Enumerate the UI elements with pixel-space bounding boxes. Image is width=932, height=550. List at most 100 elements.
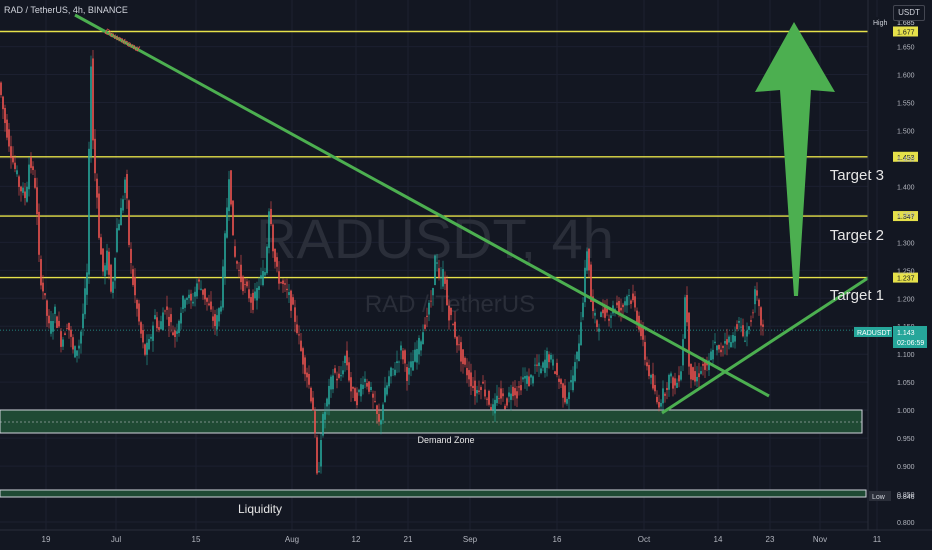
candle-body [606,308,608,313]
candle-body [152,325,154,341]
candle-body [474,380,476,397]
candle-body [456,336,458,346]
x-tick-label: Aug [285,535,299,544]
candle-body [282,280,284,284]
candle-body [8,129,10,147]
candle-body [754,289,756,305]
candle-body [486,398,488,400]
candle-body [548,354,550,363]
candle-body [392,368,394,370]
x-tick-label: 11 [873,535,882,544]
candle-body [608,318,610,321]
candle-body [576,351,578,360]
candle-body [372,393,374,398]
candle-body [4,107,6,124]
candle-body [300,340,302,351]
candle-body [334,368,336,373]
candle-body [650,375,652,378]
currency-button[interactable]: USDT [893,5,925,21]
candle-body [196,283,198,297]
candle-body [462,349,464,365]
candle-body [310,387,312,402]
candle-body [316,437,318,474]
current-symbol: RADUSDT [857,330,892,337]
candle-body [736,324,738,330]
candle-body [76,350,78,356]
candle-body [656,396,658,403]
x-tick-label: 21 [404,535,413,544]
candle-body [628,295,630,297]
candle-body [290,290,292,311]
candle-body [380,420,382,425]
candle-body [180,312,182,324]
candle-body [154,315,156,320]
candle-body [268,211,270,248]
candle-body [34,178,36,188]
candle-body [90,66,92,157]
candle-body [188,294,190,299]
candle-body [376,405,378,415]
target-1-label: Target 1 [830,287,884,304]
x-tick-label: 15 [192,535,201,544]
candle-body [120,207,122,226]
candle-body [40,259,42,286]
candle-body [402,350,404,360]
candle-body [298,334,300,336]
candle-body [610,315,612,318]
candle-body [158,327,160,330]
candle-body [658,402,660,408]
candle-body [688,312,690,367]
candle-body [534,364,536,366]
y-tick-label: 1.550 [897,101,915,108]
candle-body [648,364,650,377]
candle-body [60,331,62,347]
y-tick-label: 1.100 [897,352,915,359]
candle-body [84,288,86,315]
candle-body [556,362,558,375]
candle-body [88,148,90,275]
candle-body [330,376,332,390]
candle-body [528,376,530,387]
candle-body [752,312,754,314]
candle-body [760,307,762,326]
candle-body [560,379,562,385]
candle-body [432,288,434,296]
candle-body [302,348,304,365]
y-tick-label: 1.000 [897,408,915,415]
candle-body [208,303,210,306]
candle-body [624,301,626,306]
candle-body [44,293,46,296]
candle-body [756,290,758,296]
candle-body [520,385,522,391]
candle-body [32,166,34,171]
candle-body [740,326,742,328]
candle-body [94,138,96,174]
candle-body [262,270,264,286]
candle-body [406,367,408,381]
candle-body [540,368,542,374]
candle-body [20,186,22,192]
candle-body [312,397,314,411]
candle-body [666,387,668,391]
candle-body [248,289,250,299]
level-label: 1.677 [897,29,915,36]
candle-body [322,414,324,436]
candle-body [64,333,66,336]
candle-body [572,375,574,391]
candle-body [378,413,380,422]
candle-body [184,299,186,308]
candle-body [546,350,548,368]
candle-body [254,291,256,299]
candle-body [668,374,670,390]
candle-body [292,297,294,305]
candle-body [678,375,680,382]
candle-body [460,342,462,362]
candle-body [140,322,142,334]
candle-body [686,295,688,323]
candle-body [56,316,58,328]
candle-body [250,297,252,303]
candle-body [446,279,448,306]
candle-body [690,363,692,380]
candle-body [280,282,282,284]
